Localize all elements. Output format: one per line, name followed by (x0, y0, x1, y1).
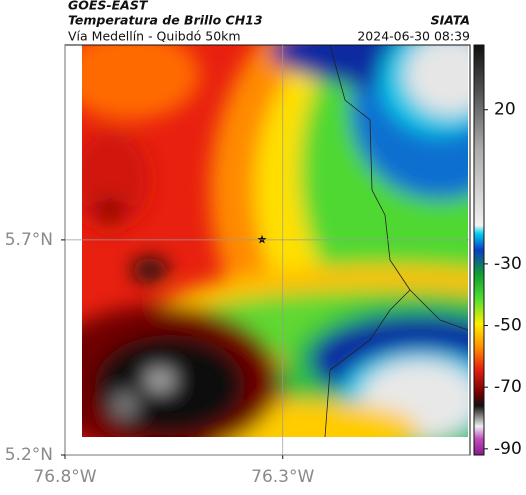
x-tick-label: 76.3°W (251, 467, 314, 487)
colorbar-tick-label: -30 (494, 254, 522, 274)
datetime: 2024-06-30 08:39 (357, 29, 470, 44)
product: Temperatura de Brillo CH13 (68, 13, 263, 28)
colorbar-tick-label: -70 (494, 377, 522, 397)
colorbar-tick-label: -50 (494, 316, 522, 336)
satellite-image (82, 45, 468, 437)
colorbar (473, 44, 485, 456)
y-tick-label: 5.7°N (5, 230, 53, 250)
source: SIATA (431, 13, 470, 28)
y-tick-label: 5.2°N (5, 445, 53, 465)
colorbar-tick-label: -90 (494, 439, 522, 459)
colorbar-tick-label: 20 (494, 100, 516, 120)
city-marker: ★ (257, 233, 268, 247)
satellite: GOES-EAST (68, 0, 149, 13)
x-tick-label: 76.8°W (33, 467, 96, 487)
route: Vía Medellín - Quibdó 50km (68, 29, 241, 44)
